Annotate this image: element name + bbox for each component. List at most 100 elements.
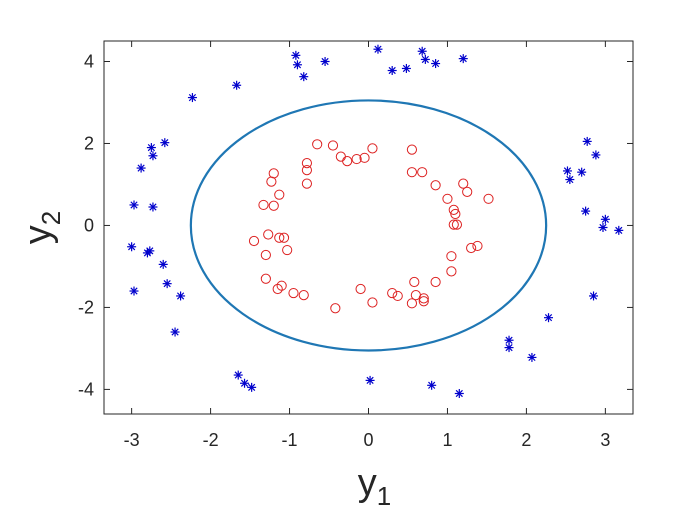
asterisk-point [577, 167, 587, 177]
circle-point [450, 208, 461, 220]
asterisk-point [176, 291, 186, 301]
axes-box [103, 40, 634, 415]
circle-point [446, 251, 457, 262]
asterisk-point [146, 143, 156, 153]
asterisk-point [187, 93, 197, 103]
circle-point [355, 283, 366, 295]
asterisk-point [454, 389, 464, 399]
y-tick-label: 4 [84, 51, 94, 71]
y-tick-label: 0 [84, 215, 94, 235]
asterisk-point [365, 375, 375, 385]
circle-point [451, 219, 463, 230]
asterisk-point [129, 286, 139, 296]
circle-point [282, 244, 293, 256]
circle-point [472, 240, 483, 252]
asterisk-point [148, 202, 158, 212]
circle-point [462, 186, 473, 197]
x-tick-label: 0 [363, 430, 373, 450]
asterisk-point [431, 59, 441, 69]
data-points [127, 44, 624, 399]
circle-point [312, 139, 323, 150]
asterisk-point [292, 60, 302, 70]
asterisk-point [158, 259, 168, 269]
y-tick-label: -2 [78, 297, 94, 317]
circle-point [409, 276, 420, 288]
circle-point [418, 296, 429, 307]
circle-point [274, 232, 285, 243]
asterisk-point [129, 200, 139, 210]
circle-point [446, 266, 457, 277]
circle-point [278, 232, 290, 243]
asterisk-point [373, 44, 383, 54]
x-axis-label-base: y [358, 462, 377, 504]
asterisk-point [247, 382, 257, 392]
circle-point [327, 140, 339, 151]
circle-point [298, 290, 309, 301]
x-tick-label: 1 [442, 430, 452, 450]
circle-point [288, 287, 299, 299]
circle-point [417, 167, 428, 178]
y-axis-label-subscript: 2 [36, 211, 66, 225]
circle-point [418, 293, 429, 304]
asterisk-point [589, 291, 599, 301]
circle-point [406, 298, 418, 309]
circle-point [301, 158, 313, 169]
asterisk-point [582, 136, 592, 146]
tick-labels: -3 -2 -1 0 1 2 3 -4 -2 0 2 4 [78, 51, 610, 450]
circle-point [260, 249, 271, 261]
asterisk-point [544, 313, 554, 323]
circle-point [448, 219, 459, 230]
asterisk-point [387, 66, 397, 76]
asterisk-point [127, 242, 137, 252]
asterisk-point [148, 151, 158, 161]
circle-point [406, 167, 418, 178]
circle-point [248, 235, 260, 247]
asterisk-point [240, 378, 250, 388]
plot-area: -3 -2 -1 0 1 2 3 -4 -2 0 2 4 [78, 40, 634, 450]
circle-point [260, 273, 271, 284]
asterisk-point [320, 56, 330, 66]
asterisk-point [581, 206, 591, 216]
asterisk-point [232, 80, 242, 90]
asterisk-point [562, 166, 572, 176]
asterisk-point [420, 54, 430, 64]
circle-point [258, 199, 269, 211]
circle-point [272, 283, 283, 295]
circle-point [367, 143, 378, 154]
x-axis-label: y1 [358, 462, 391, 511]
circle-point [274, 189, 285, 200]
circle-point [406, 144, 418, 155]
asterisk-point [233, 370, 243, 380]
y-axis-label-base: y [17, 225, 59, 244]
circle-point [466, 242, 477, 254]
circle-point [266, 176, 277, 187]
x-tick-label: 3 [600, 430, 610, 450]
asterisk-point [598, 223, 608, 232]
asterisk-point [565, 175, 575, 185]
circle-point [458, 178, 469, 189]
x-tick-label: -3 [124, 430, 140, 450]
asterisk-point [160, 138, 170, 148]
circle-point [342, 155, 353, 167]
asterisk-point [162, 279, 172, 289]
asterisk-point [136, 163, 146, 173]
circle-point [359, 152, 370, 163]
y-tick-label: 2 [84, 133, 94, 153]
circle-point [430, 276, 441, 288]
asterisk-point [504, 343, 514, 353]
decision-boundary-ellipse [189, 99, 548, 352]
circle-point [301, 178, 313, 189]
asterisk-point [417, 46, 427, 56]
circle-point [387, 287, 398, 299]
asterisk-point [614, 225, 624, 235]
x-tick-label: -2 [203, 430, 219, 450]
y-tick-label: -4 [78, 379, 94, 399]
asterisk-point [142, 248, 152, 258]
circle-point [367, 297, 378, 308]
asterisk-point [291, 50, 301, 60]
y-axis-label: y2 [17, 211, 66, 244]
circle-point [330, 303, 341, 314]
asterisk-point [427, 380, 437, 390]
asterisk-point [170, 327, 180, 337]
